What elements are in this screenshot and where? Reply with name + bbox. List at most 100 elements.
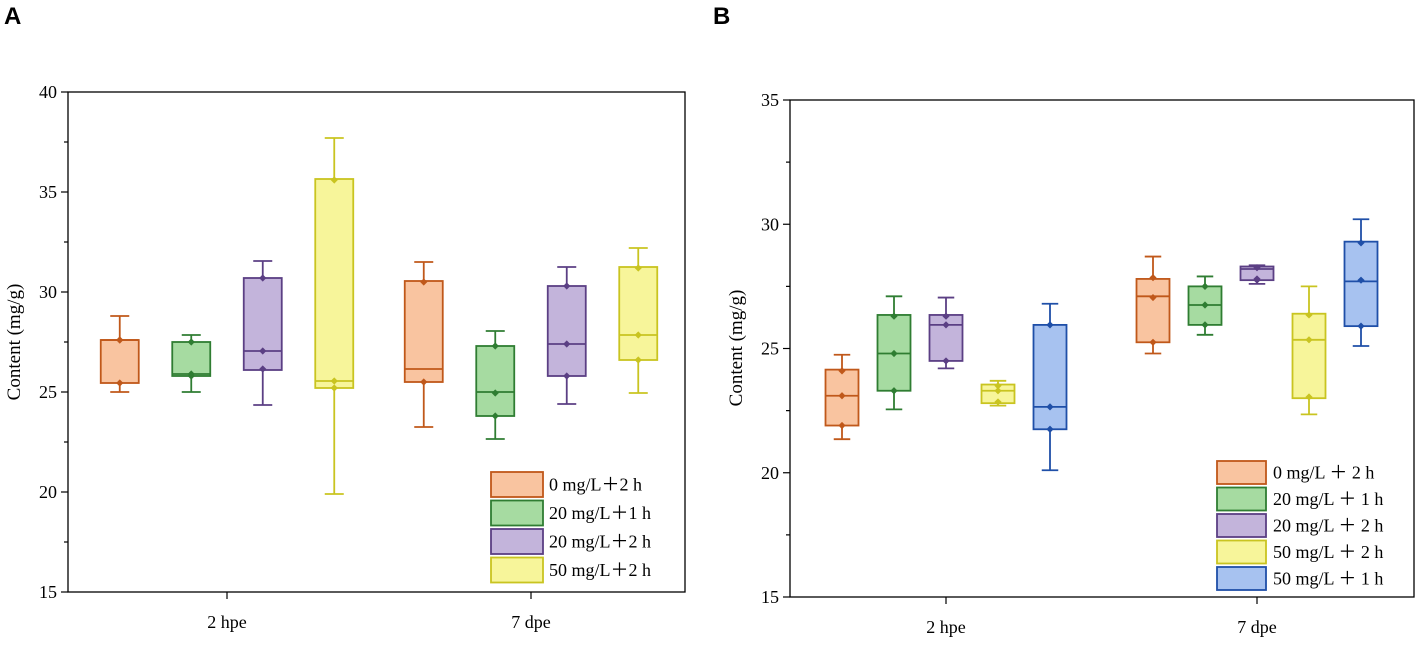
data-point	[994, 382, 1002, 390]
y-axis-title-b: Content (mg/g)	[726, 290, 747, 407]
y-tick-label-a: 30	[39, 282, 57, 302]
legend-label-a: 50 mg/L＋2 h	[549, 560, 651, 580]
x-tick-label-a: 7 dpe	[511, 612, 551, 632]
data-point	[116, 379, 124, 387]
box-a-1-0	[171, 334, 212, 393]
data-point	[634, 356, 642, 364]
data-point	[1305, 336, 1313, 344]
y-tick-label-b: 20	[761, 463, 779, 483]
iqr-box	[546, 285, 587, 377]
iqr-box	[1291, 312, 1327, 400]
data-point	[330, 384, 338, 392]
data-point	[420, 278, 428, 286]
legend-swatch-b	[1216, 486, 1267, 512]
legend-swatch-a	[490, 471, 544, 498]
legend-swatch-b	[1216, 566, 1267, 591]
data-point	[994, 387, 1002, 395]
y-tick-label-a: 25	[39, 382, 57, 402]
iqr-box	[1343, 240, 1379, 328]
data-point	[116, 336, 124, 344]
iqr-box	[618, 266, 659, 361]
y-tick-label-b: 35	[761, 90, 779, 110]
y-tick-label-b: 30	[761, 214, 779, 234]
data-point	[563, 282, 571, 290]
box-b-0-0	[824, 353, 860, 441]
data-point	[259, 347, 267, 355]
data-point	[634, 264, 642, 272]
box-b-4-0	[1032, 302, 1068, 472]
data-point	[491, 389, 499, 397]
data-point	[187, 370, 195, 378]
legend-swatch-b	[1216, 539, 1267, 565]
data-point	[1253, 264, 1261, 272]
data-point	[1149, 293, 1157, 302]
iqr-box	[99, 339, 140, 384]
x-tick-label-b: 7 dpe	[1237, 617, 1277, 637]
box-a-2-1	[546, 266, 587, 405]
data-point	[942, 357, 950, 365]
data-point	[890, 349, 898, 358]
data-point	[1201, 301, 1209, 309]
box-b-1-1	[1187, 275, 1223, 336]
legend-label-b: 0 mg/L ＋ 2 h	[1273, 463, 1374, 483]
data-point	[1046, 321, 1054, 329]
data-point	[1149, 338, 1157, 346]
data-point	[1201, 321, 1209, 329]
box-a-0-0	[99, 315, 140, 393]
box-b-2-1	[1239, 264, 1275, 285]
data-point	[330, 176, 338, 184]
iqr-box	[242, 277, 283, 371]
legend-label-a: 0 mg/L＋2 h	[549, 475, 642, 495]
data-point	[994, 398, 1002, 406]
data-point	[259, 365, 267, 373]
box-b-0-1	[1135, 255, 1171, 355]
data-point	[838, 367, 846, 375]
box-b-2-0	[928, 296, 964, 370]
data-point	[330, 377, 338, 385]
y-tick-label-b: 15	[761, 587, 779, 607]
data-point	[1149, 274, 1157, 282]
box-a-3-1	[618, 247, 659, 394]
data-point	[1046, 403, 1054, 411]
data-point	[1201, 282, 1209, 290]
data-point	[1253, 276, 1261, 284]
iqr-box	[1032, 323, 1068, 431]
legend-label-a: 20 mg/L＋1 h	[549, 503, 651, 523]
box-a-0-1	[403, 261, 444, 428]
data-point	[1357, 322, 1365, 330]
data-point	[942, 321, 950, 329]
legend-swatch-b	[1216, 513, 1267, 538]
chart-panel-b: 15 20 25 30 35 2 hpe 7 dpe Content (mg/g) 0 mg…	[726, 90, 1415, 637]
legend-swatch-a	[490, 556, 544, 584]
y-tick-label-a: 35	[39, 182, 57, 202]
iqr-box	[1135, 278, 1171, 344]
box-b-3-0	[980, 379, 1016, 407]
data-point	[420, 378, 428, 386]
data-point	[1357, 239, 1365, 247]
data-point	[491, 412, 499, 420]
box-b-3-1	[1291, 285, 1327, 416]
data-point	[563, 372, 571, 380]
y-tick-label-a: 20	[39, 482, 57, 502]
data-point	[259, 274, 267, 282]
box-b-1-0	[876, 295, 912, 411]
legend-swatch-a	[490, 499, 544, 527]
data-point	[634, 331, 642, 339]
box-a-2-0	[242, 260, 283, 406]
legend-label-b: 50 mg/L ＋ 1 h	[1273, 569, 1383, 589]
x-tick-label-a: 2 hpe	[207, 612, 247, 632]
legend-swatch-b	[1216, 460, 1267, 485]
data-point	[890, 312, 898, 320]
data-point	[838, 421, 846, 430]
legend-swatch-a	[490, 528, 544, 555]
box-a-3-0	[314, 137, 355, 495]
data-point	[942, 312, 950, 320]
data-point	[187, 338, 195, 346]
legend-label-b: 20 mg/L ＋ 2 h	[1273, 516, 1383, 536]
y-tick-label-a: 40	[39, 82, 57, 102]
data-point	[838, 392, 846, 400]
data-point	[1357, 276, 1365, 284]
y-tick-label-b: 25	[761, 339, 779, 359]
data-point	[1305, 393, 1313, 401]
